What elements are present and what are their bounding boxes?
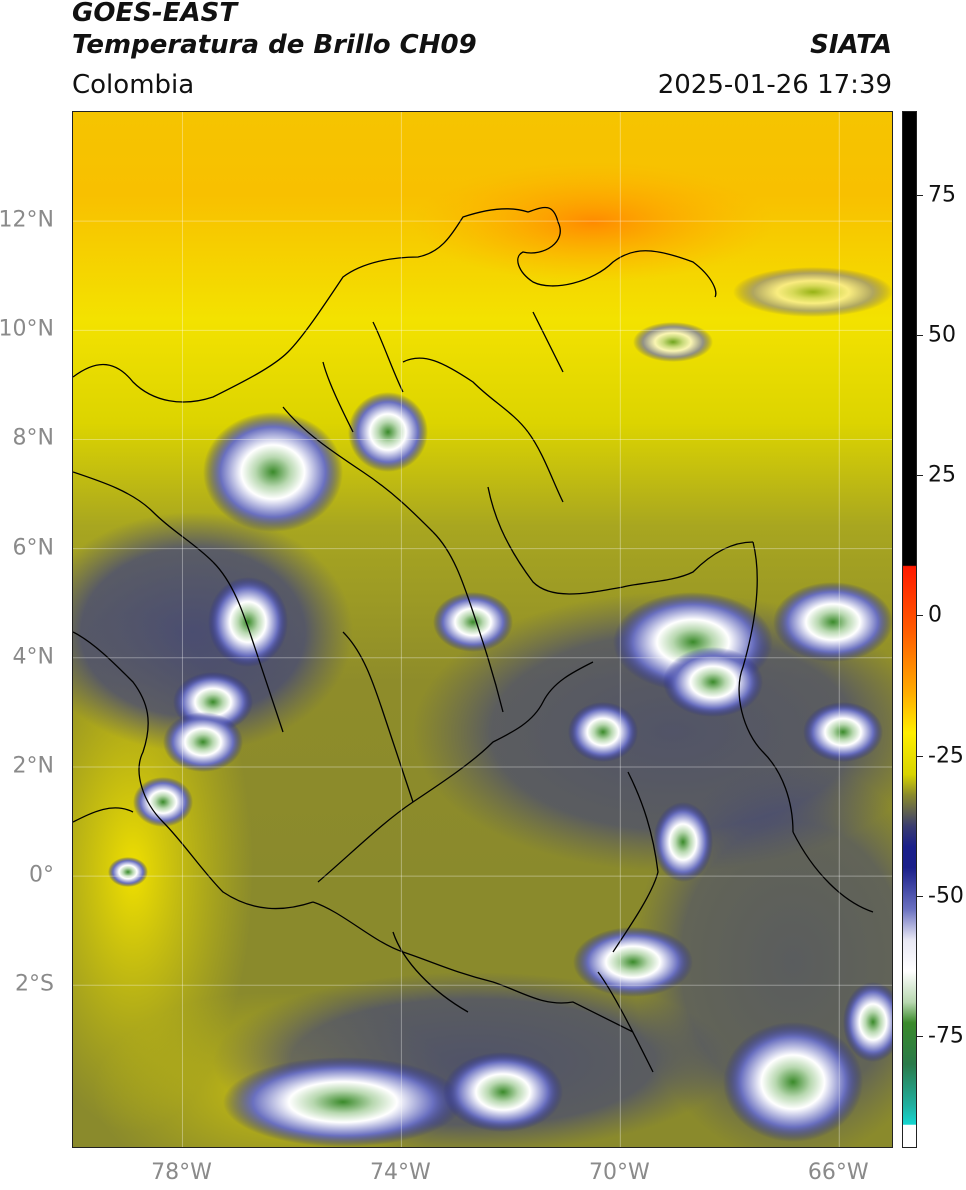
map-canvas xyxy=(73,112,892,1147)
product-title: Temperatura de Brillo CH09 xyxy=(72,30,477,60)
latitude-label: 0° xyxy=(29,862,54,888)
colorbar-tick-label: 0 xyxy=(928,602,942,628)
colorbar-tick xyxy=(917,335,923,337)
latitude-label: 10°N xyxy=(0,316,54,342)
temperature-field xyxy=(73,162,892,1147)
colorbar-tick xyxy=(917,475,923,477)
colorbar-tick xyxy=(917,895,923,897)
colorbar-tick-label: 75 xyxy=(928,182,956,208)
colorbar-tick xyxy=(917,1035,923,1037)
agency-label: SIATA xyxy=(810,30,892,60)
longitude-label: 70°W xyxy=(588,1160,650,1185)
latitude-label: 2°S xyxy=(15,971,54,997)
longitude-label: 78°W xyxy=(151,1160,212,1185)
colorbar-tick xyxy=(917,755,923,757)
latitude-label: 4°N xyxy=(12,644,54,670)
satellite-title: GOES-EAST xyxy=(72,0,238,28)
longitude-label: 66°W xyxy=(807,1160,869,1185)
latitude-label: 12°N xyxy=(0,207,54,233)
latitude-label: 2°N xyxy=(12,753,54,779)
colorbar-tick-label: 25 xyxy=(928,462,956,488)
latitude-label: 8°N xyxy=(12,425,54,451)
colorbar-tick-label: -25 xyxy=(928,743,964,769)
colorbar-gradient xyxy=(903,112,916,1147)
colorbar-tick-label: -50 xyxy=(928,883,964,909)
region-label: Colombia xyxy=(72,70,195,100)
graticule xyxy=(73,112,892,1147)
latitude-label: 6°N xyxy=(12,535,54,561)
longitude-label: 74°W xyxy=(370,1160,431,1185)
colorbar-tick-label: 50 xyxy=(928,322,956,348)
colorbar-tick-label: -75 xyxy=(928,1023,964,1049)
colorbar xyxy=(902,111,917,1148)
satellite-map[interactable] xyxy=(72,111,893,1148)
timestamp-label: 2025-01-26 17:39 xyxy=(657,70,892,100)
coastline-borders xyxy=(73,206,874,1073)
colorbar-tick xyxy=(917,615,923,617)
colorbar-tick xyxy=(917,195,923,197)
